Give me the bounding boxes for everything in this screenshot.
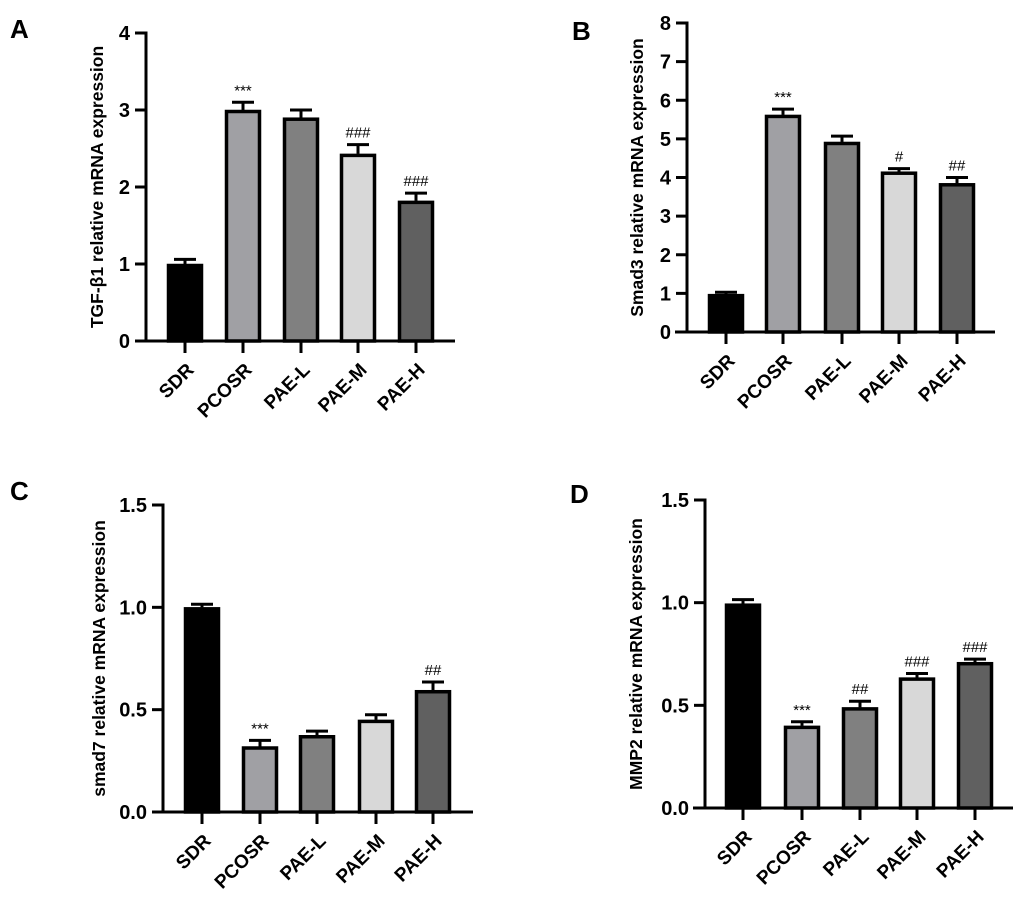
significance-label: *** xyxy=(793,702,811,719)
bar-pae-l xyxy=(841,707,879,810)
significance-label: ### xyxy=(904,654,930,671)
y-tick-label: 1 xyxy=(119,254,130,276)
bar-pae-m xyxy=(339,153,377,343)
y-tick-label: 8 xyxy=(660,13,671,35)
y-tick-label: 0.5 xyxy=(661,695,689,717)
bar-pae-h xyxy=(956,661,994,810)
bar-pae-h xyxy=(414,689,452,814)
x-tick-label: PAE-M xyxy=(314,360,371,417)
panel-label: A xyxy=(10,14,29,44)
x-tick-label: SDR xyxy=(713,826,756,869)
y-tick-label: 5 xyxy=(660,129,671,151)
x-tick-label: PAE-L xyxy=(276,830,330,884)
y-tick-label: 0.5 xyxy=(119,700,147,722)
bar-sdr xyxy=(724,603,762,810)
y-axis-label: smad7 relative mRNA expression xyxy=(89,520,109,797)
y-tick-label: 7 xyxy=(660,52,671,74)
x-tick-label: PAE-L xyxy=(819,826,873,880)
significance-label: ## xyxy=(852,681,869,698)
x-tick-label: SDR xyxy=(696,350,739,393)
y-tick-label: 4 xyxy=(660,168,672,190)
significance-label: *** xyxy=(234,82,252,99)
bar-pae-m xyxy=(880,171,918,334)
chart-panel-b: B Smad3 relative mRNA expression SDR *** PCO… xyxy=(572,13,995,413)
x-tick-label: PAE-L xyxy=(801,350,855,404)
y-tick-label: 4 xyxy=(119,23,131,45)
y-axis-label: TGF-β1 relative mRNA expression xyxy=(87,46,107,328)
significance-label: ### xyxy=(962,639,988,656)
x-tick-label: PAE-H xyxy=(374,360,430,416)
y-tick-label: 1.5 xyxy=(661,490,689,512)
panel-label: C xyxy=(10,476,29,506)
panel-label: B xyxy=(572,16,591,46)
chart-panel-d: D MMP2 relative mRNA expression SDR *** PCOS… xyxy=(570,479,1013,889)
x-tick-label: PAE-M xyxy=(332,831,389,888)
significance-label: # xyxy=(895,149,904,166)
bar-pae-m xyxy=(898,677,936,810)
bar-pae-h xyxy=(397,200,435,343)
bar-pae-m xyxy=(357,719,395,814)
y-tick-label: 2 xyxy=(660,245,671,267)
significance-label: ### xyxy=(345,125,371,142)
bar-pae-l xyxy=(823,141,861,334)
bar-pcosr xyxy=(224,109,262,343)
bar-pcosr xyxy=(783,725,821,810)
y-tick-label: 1.0 xyxy=(119,597,147,619)
x-tick-label: SDR xyxy=(155,359,198,402)
significance-label: *** xyxy=(774,89,792,106)
y-tick-label: 3 xyxy=(119,100,130,122)
bar-sdr xyxy=(707,293,745,334)
y-tick-label: 6 xyxy=(660,90,671,112)
bar-sdr xyxy=(183,607,221,814)
chart-panel-a: A TGF-β1 relative mRNA expression SDR *** PC… xyxy=(10,14,455,422)
x-tick-label: PAE-M xyxy=(855,351,912,408)
x-tick-label: PCOSR xyxy=(194,359,257,422)
y-axis-label: MMP2 relative mRNA expression xyxy=(626,518,646,790)
y-tick-label: 0 xyxy=(660,322,671,344)
x-tick-label: PAE-H xyxy=(391,831,447,887)
significance-label: ### xyxy=(403,173,429,190)
y-axis-label: Smad3 relative mRNA expression xyxy=(627,38,647,317)
y-tick-label: 0.0 xyxy=(119,802,147,824)
x-tick-label: PCOSR xyxy=(734,350,797,413)
bar-pcosr xyxy=(241,746,279,814)
y-tick-label: 0.0 xyxy=(661,798,689,820)
y-tick-label: 2 xyxy=(119,177,130,199)
x-tick-label: PCOSR xyxy=(211,830,274,893)
bar-pae-h xyxy=(938,183,976,334)
y-tick-label: 1.0 xyxy=(661,593,689,615)
significance-label: *** xyxy=(251,720,269,737)
x-tick-label: PAE-H xyxy=(933,827,989,883)
panel-label: D xyxy=(570,479,589,509)
x-tick-label: SDR xyxy=(172,830,215,873)
significance-label: ## xyxy=(949,158,966,175)
significance-label: ## xyxy=(425,662,442,679)
y-tick-label: 0 xyxy=(119,331,130,353)
x-tick-label: PAE-M xyxy=(873,827,930,884)
y-tick-label: 1 xyxy=(660,283,671,305)
bar-pae-l xyxy=(282,117,320,343)
y-tick-label: 1.5 xyxy=(119,495,147,517)
x-tick-label: PAE-L xyxy=(260,359,314,413)
x-tick-label: PAE-H xyxy=(915,351,971,407)
bar-sdr xyxy=(166,263,204,343)
x-tick-label: PCOSR xyxy=(753,826,816,889)
bar-pcosr xyxy=(764,114,802,334)
bar-pae-l xyxy=(298,735,336,814)
y-tick-label: 3 xyxy=(660,206,671,228)
